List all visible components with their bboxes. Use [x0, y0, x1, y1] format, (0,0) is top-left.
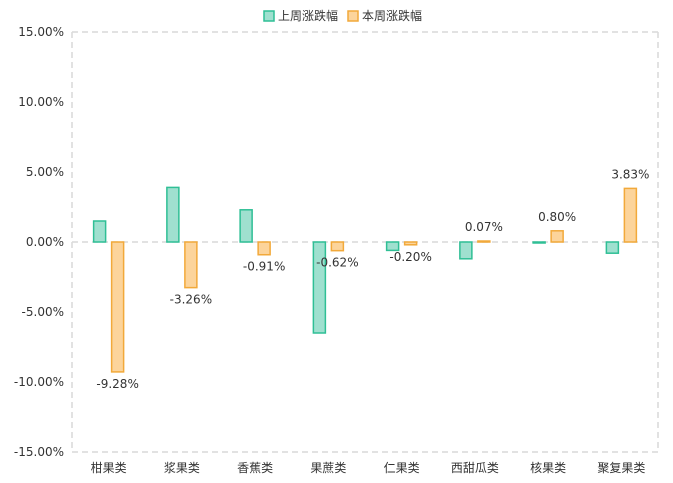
legend-swatch-1 [263, 10, 275, 22]
x-tick-label: 浆果类 [164, 460, 200, 475]
y-tick-label: -15.00% [14, 445, 64, 459]
y-tick-label: 10.00% [18, 95, 64, 109]
data-label: 0.07% [465, 220, 503, 234]
data-label: 0.80% [538, 210, 576, 224]
y-tick-label: 0.00% [26, 235, 64, 249]
bar-series-2 [623, 187, 638, 243]
legend-swatch-2 [347, 10, 359, 22]
bar-series-2 [110, 241, 125, 373]
bar-series-1 [239, 209, 253, 243]
bar-series-2 [257, 241, 271, 256]
bar-series-1 [385, 241, 400, 252]
x-tick-label: 柑果类 [91, 460, 127, 475]
data-label: -0.91% [243, 260, 285, 274]
y-tick-label: -5.00% [22, 305, 64, 319]
data-label: -0.62% [316, 256, 358, 270]
x-tick-label: 香蕉类 [237, 461, 273, 475]
data-label: -0.20% [389, 250, 431, 264]
bar-series-2 [477, 240, 491, 243]
x-tick-label: 果蔗类 [310, 461, 346, 475]
bar-series-2 [403, 241, 418, 246]
y-tick-label: 15.00% [18, 25, 64, 39]
legend-label: 上周涨跌幅 [278, 8, 338, 23]
x-tick-label: 西甜瓜类 [451, 461, 499, 475]
bar-series-1 [605, 241, 620, 254]
data-label: -9.28% [96, 377, 138, 391]
bar-series-2 [330, 241, 345, 252]
bar-series-1 [166, 186, 180, 243]
data-label: 3.83% [611, 167, 649, 181]
legend-label: 本周涨跌幅 [362, 8, 422, 23]
x-tick-label: 仁果类 [384, 461, 420, 475]
y-tick-label: -10.00% [14, 375, 64, 389]
bar-series-1 [92, 220, 107, 243]
data-label: -3.26% [170, 293, 212, 307]
bar-series-1 [459, 241, 473, 260]
x-tick-label: 聚复果类 [597, 461, 645, 475]
bar-series-1 [532, 241, 546, 244]
y-tick-label: 5.00% [26, 165, 64, 179]
bar-series-1 [312, 241, 327, 334]
bar-series-2 [184, 241, 198, 289]
bar-series-2 [550, 230, 564, 243]
x-tick-label: 核果类 [530, 461, 566, 475]
